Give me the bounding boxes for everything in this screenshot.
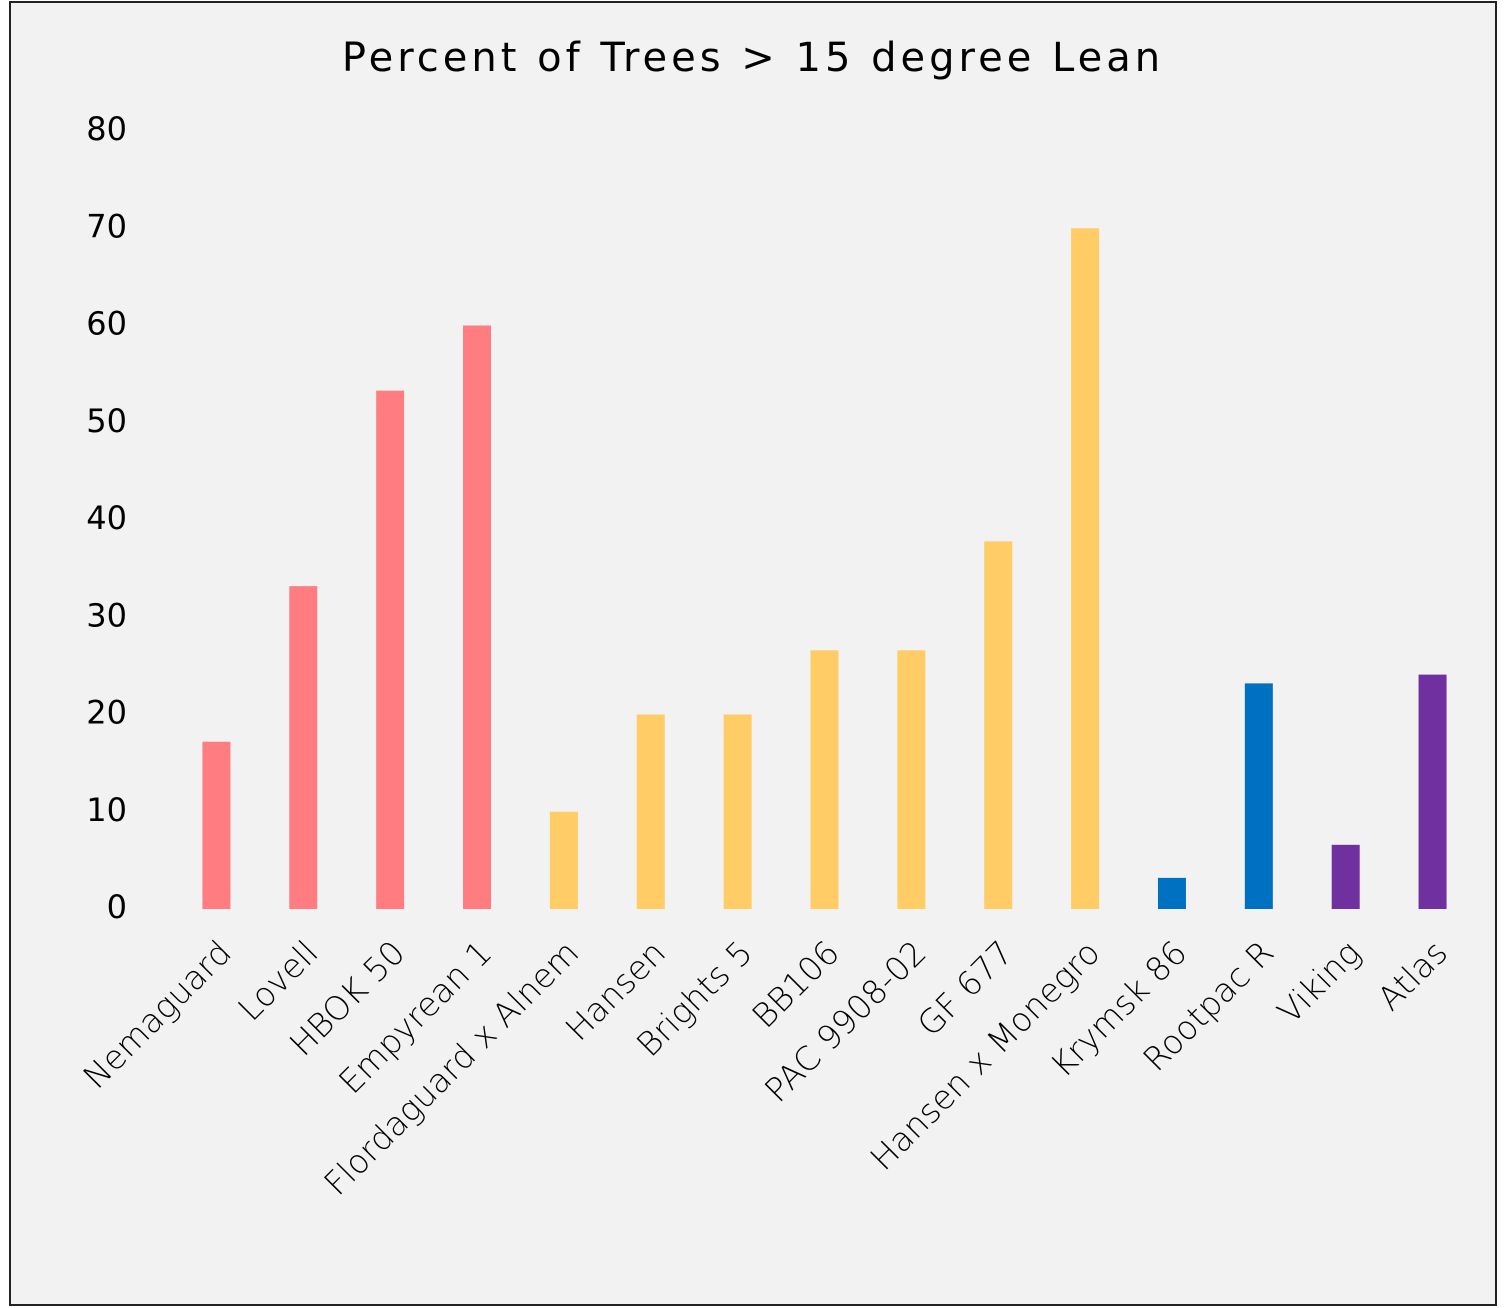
bar [202, 741, 231, 909]
bar [463, 325, 492, 909]
bar [723, 714, 752, 909]
bar [1418, 674, 1447, 909]
bar [1071, 228, 1100, 909]
y-tick-label: 80 [86, 110, 127, 148]
y-tick-label: 70 [86, 207, 127, 245]
bar [636, 714, 665, 909]
y-tick-label: 40 [86, 499, 127, 537]
chart-area [9, 1, 1497, 1306]
chart-title: Percent of Trees > 15 degree Lean [342, 35, 1164, 81]
y-tick-label: 30 [86, 596, 127, 634]
bar [549, 811, 578, 909]
y-tick-label: 50 [86, 402, 127, 440]
bar [1157, 877, 1186, 909]
bar [810, 650, 839, 909]
bar [376, 390, 405, 910]
bar [984, 541, 1013, 909]
y-tick-label: 0 [107, 888, 127, 926]
bar [897, 650, 926, 909]
bar [1244, 683, 1273, 909]
y-tick-label: 60 [86, 305, 127, 343]
bar [1331, 844, 1360, 909]
y-tick-label: 20 [86, 694, 127, 732]
y-tick-label: 10 [86, 791, 127, 829]
bar [289, 586, 318, 909]
